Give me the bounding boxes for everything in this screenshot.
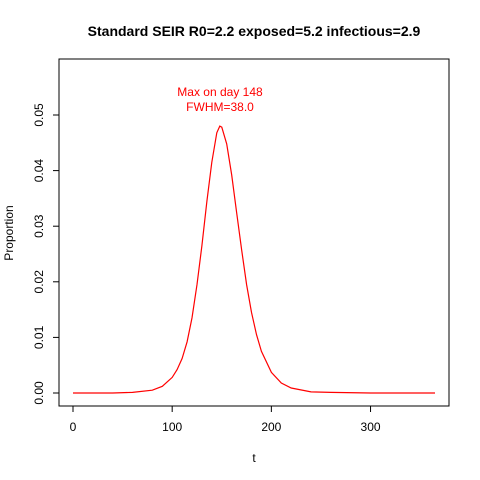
x-axis: 0 100 200 300 [70, 405, 381, 434]
y-tick-label: 0.03 [32, 214, 46, 238]
y-tick-label: 0.00 [32, 381, 46, 405]
x-tick-label: 300 [361, 420, 381, 434]
x-tick-label: 100 [162, 420, 182, 434]
x-axis-label: t [252, 451, 256, 465]
y-tick-label: 0.04 [32, 159, 46, 183]
y-tick-label: 0.01 [32, 325, 46, 349]
y-axis-label: Proportion [2, 205, 16, 260]
x-tick-label: 200 [261, 420, 281, 434]
y-axis: 0.00 0.01 0.02 0.03 0.04 0.05 [32, 103, 60, 405]
series-line-proportion [73, 125, 435, 394]
y-tick-label: 0.02 [32, 270, 46, 294]
y-tick-label: 0.05 [32, 103, 46, 127]
annotation-max-day: Max on day 148 [177, 85, 263, 99]
plot-area-border [58, 58, 450, 407]
x-tick-label: 0 [70, 420, 77, 434]
chart-title: Standard SEIR R0=2.2 exposed=5.2 infecti… [88, 23, 421, 39]
annotation-fwhm: FWHM=38.0 [186, 100, 254, 114]
